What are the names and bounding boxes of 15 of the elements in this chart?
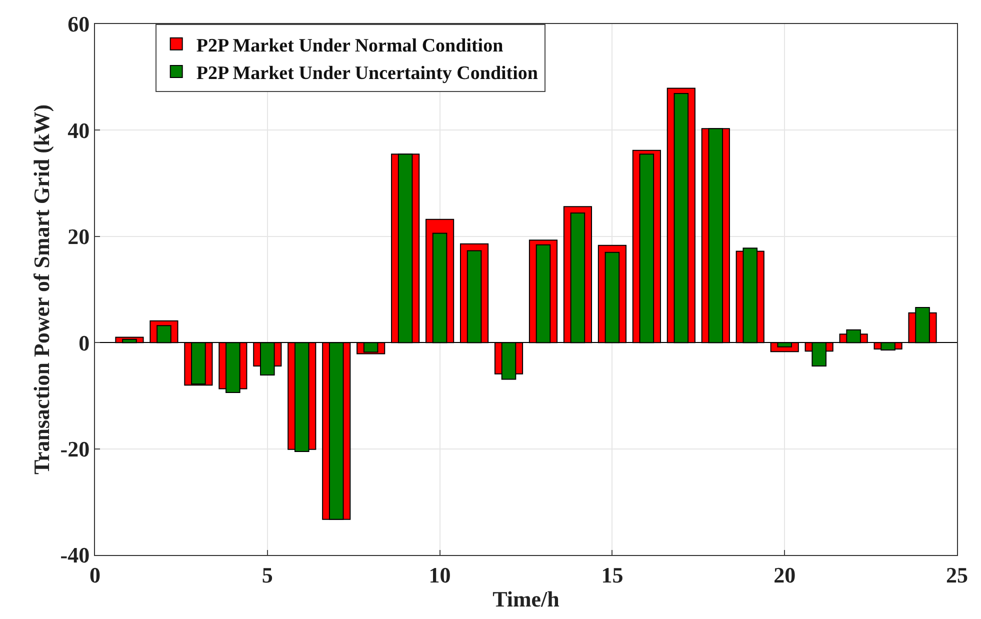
y-tick-label: -40 xyxy=(60,542,90,568)
y-tick-label: 60 xyxy=(68,12,90,37)
y-tick-label: 40 xyxy=(68,118,90,143)
y-tick-label: 20 xyxy=(68,224,90,250)
x-tick-label: 5 xyxy=(262,562,273,588)
legend-label: P2P Market Under Uncertainty Condition xyxy=(196,62,538,84)
x-tick-label: 20 xyxy=(774,562,796,588)
legend-label: P2P Market Under Normal Condition xyxy=(196,35,504,56)
y-axis-title: Transaction Power of Smart Grid (kW) xyxy=(29,104,54,475)
x-tick-label: 25 xyxy=(946,562,968,588)
x-tick-label: 15 xyxy=(601,562,624,588)
y-tick-label: -20 xyxy=(60,436,90,462)
x-tick-label: 10 xyxy=(428,562,451,588)
y-tick-label: 0 xyxy=(78,330,90,356)
x-axis-title: Time/h xyxy=(492,586,560,612)
